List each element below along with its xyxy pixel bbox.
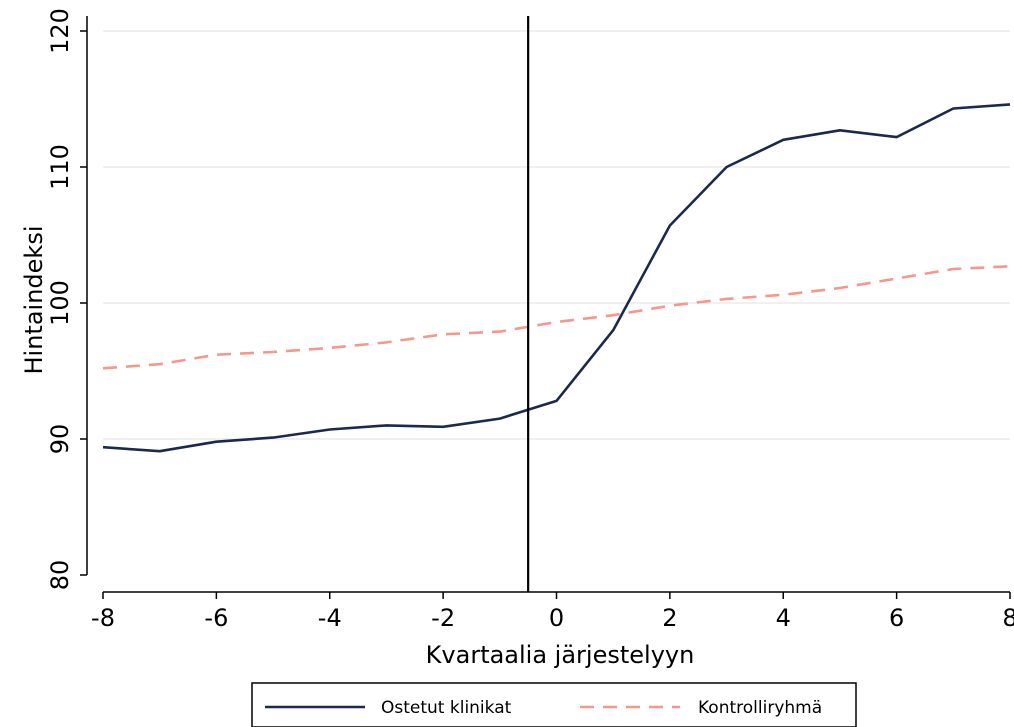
y-ticks: 80 90 100 110 120 [46,8,87,590]
y-tick-label-80: 80 [46,560,74,591]
legend-label-kontrolli: Kontrolliryhmä [698,698,822,718]
legend: Ostetut klinikat Kontrolliryhmä [251,682,857,727]
x-tick-label--4: -4 [318,604,342,632]
x-tick-label--2: -2 [431,604,455,632]
legend-label-ostetut: Ostetut klinikat [381,698,512,718]
x-tick-label-2: 2 [662,604,677,632]
y-tick-label-120: 120 [46,8,74,54]
legend-box [251,682,857,727]
x-tick-label--8: -8 [91,604,115,632]
y-tick-label-110: 110 [46,144,74,190]
x-ticks: -8 -6 -4 -2 0 2 4 6 8 [91,592,1014,632]
x-tick-label-8: 8 [1002,604,1014,632]
x-tick-label-4: 4 [776,604,791,632]
grid-lines [103,30,1010,440]
x-tick-label-6: 6 [889,604,904,632]
x-tick-label-0: 0 [549,604,564,632]
series-line-ostetut-klinikat [102,103,1011,453]
series-line-kontrolliryhma [102,265,1011,370]
x-axis-title: Kvartaalia järjestelyyn [426,641,695,669]
y-tick-label-90: 90 [46,424,74,455]
y-axis-title: Hintaindeksi [20,226,48,375]
y-tick-label-100: 100 [46,280,74,326]
x-tick-label--6: -6 [204,604,228,632]
series-layer [102,103,1011,453]
